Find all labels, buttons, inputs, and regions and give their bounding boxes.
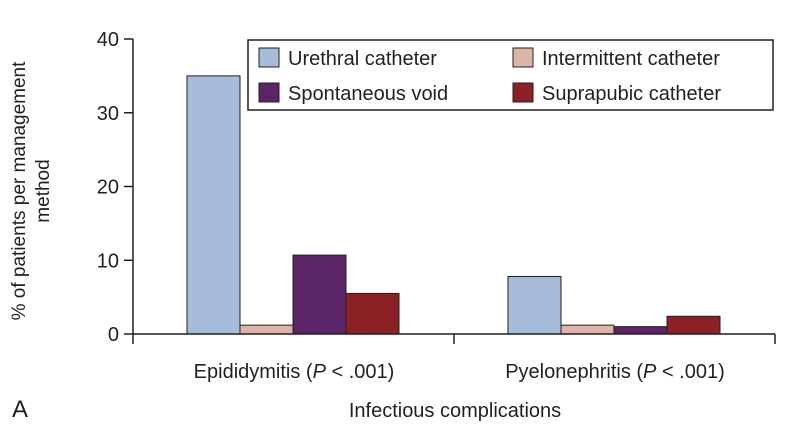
bar-suprapubic-catheter-2 — [666, 315, 721, 335]
bar-intermittent-catheter-2 — [560, 324, 615, 335]
x-axis: Epididymitis (P < .001) Pyelonephritis (P… — [132, 333, 776, 383]
bar-intermittent-catheter-1 — [239, 324, 294, 335]
y-axis: 0 10 20 30 40 — [97, 29, 134, 346]
bar-spontaneous-void-2 — [613, 326, 668, 335]
panel-label: A — [12, 396, 28, 423]
y-axis-title-line-1: % of patients per management — [9, 61, 30, 320]
y-axis-title-line-2: method — [33, 159, 54, 222]
legend-swatch — [258, 47, 280, 68]
x-category-label: Epididymitis (P < .001) — [194, 361, 395, 383]
legend-label: Intermittent catheter — [542, 48, 720, 70]
legend-swatch — [512, 47, 534, 68]
y-tick-label: 0 — [108, 324, 119, 346]
x-axis-title: Infectious complications — [349, 400, 561, 422]
legend-label: Suprapubic catheter — [542, 83, 721, 105]
legend-label: Spontaneous void — [288, 83, 448, 105]
legend: Urethral catheter Intermittent catheter Sp… — [247, 39, 774, 111]
bar-suprapubic-catheter-1 — [345, 292, 400, 335]
bar-urethral-catheter-2 — [507, 275, 562, 335]
legend-box — [247, 39, 774, 111]
legend-swatch — [258, 82, 280, 103]
x-category-label: Pyelonephritis (P < .001) — [505, 361, 725, 383]
y-tick-label: 10 — [97, 250, 119, 272]
bar-spontaneous-void-1 — [292, 254, 347, 335]
bar-urethral-catheter-1 — [186, 75, 241, 335]
bars — [186, 75, 721, 335]
y-tick-label: 40 — [97, 29, 119, 51]
legend-label: Urethral catheter — [288, 48, 437, 70]
y-tick-label: 30 — [97, 103, 119, 125]
legend-swatch — [512, 82, 534, 103]
y-tick-label: 20 — [97, 177, 119, 199]
